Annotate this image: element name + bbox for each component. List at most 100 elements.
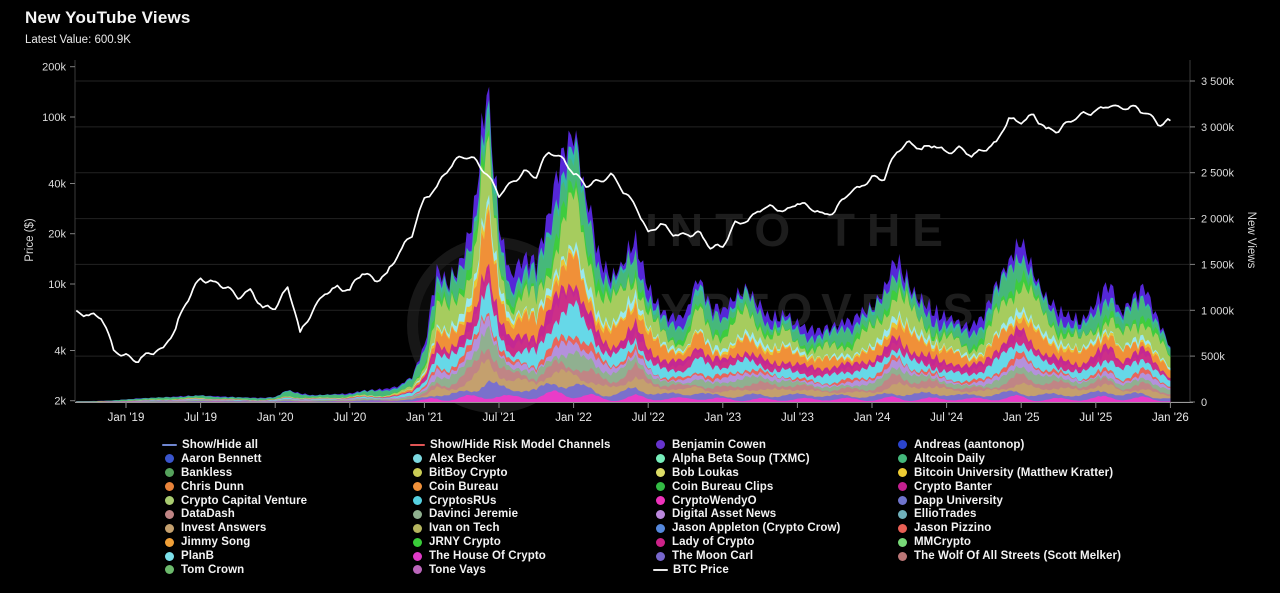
- legend-item-digital-asset-news[interactable]: Digital Asset News: [656, 507, 840, 521]
- legend-column-2: Show/Hide Risk Model Channels Alex Becker…: [410, 438, 611, 577]
- legend-item-bob-loukas[interactable]: Bob Loukas: [656, 466, 840, 480]
- views-tick-label: 1 000k: [1201, 305, 1235, 317]
- legend-item-label: JRNY Crypto: [429, 536, 501, 549]
- legend-item-label: Davinci Jeremie: [429, 508, 519, 521]
- stack-layer: [76, 390, 1171, 402]
- x-tick-label: Jul '23: [781, 412, 814, 424]
- legend-item-label: Coin Bureau: [429, 480, 499, 493]
- legend-item-mmcrypto[interactable]: MMCrypto: [898, 535, 1121, 549]
- altcoin-daily-dot-marker: [898, 454, 907, 464]
- crypto-capital-venture-dot-marker: [165, 496, 174, 505]
- legend-item-crypto-capital-venture[interactable]: Crypto Capital Venture: [165, 494, 307, 508]
- views-tick-label: 3 500k: [1201, 76, 1235, 88]
- legend-item-dapp-university[interactable]: Dapp University: [898, 494, 1121, 508]
- legend-item-label: The Wolf Of All Streets (Scott Melker): [914, 550, 1121, 563]
- show-hide-all-line-marker: [162, 443, 177, 447]
- legend-item-jimmy-song[interactable]: Jimmy Song: [165, 535, 307, 549]
- legend-column-3: Benjamin Cowen Alpha Beta Soup (TXMC) Bob …: [653, 438, 840, 577]
- legend-item-alex-becker[interactable]: Alex Becker: [413, 452, 611, 466]
- legend-item-the-wolf-of-all-streets-scott-melker[interactable]: The Wolf Of All Streets (Scott Melker): [898, 549, 1121, 563]
- x-tick-label: Jul '25: [1079, 412, 1112, 424]
- planb-dot-marker: [165, 551, 174, 561]
- legend-item-invest-answers[interactable]: Invest Answers: [165, 521, 307, 535]
- x-tick-label: Jul '22: [632, 412, 665, 424]
- show-hide-risk-model-channels-line-marker: [410, 443, 425, 447]
- legend-item-label: Jason Pizzino: [914, 522, 992, 535]
- legend-item-planb[interactable]: PlanB: [165, 549, 307, 563]
- the-moon-carl-dot-marker: [656, 551, 665, 561]
- benjamin-cowen-dot-marker: [656, 440, 665, 450]
- legend-item-crypto-banter[interactable]: Crypto Banter: [898, 480, 1121, 494]
- legend-item-the-moon-carl[interactable]: The Moon Carl: [656, 549, 840, 563]
- legend-item-label: Invest Answers: [181, 522, 267, 535]
- legend-item-show-hide-risk-model-channels[interactable]: Show/Hide Risk Model Channels: [410, 438, 611, 452]
- legend-item-bankless[interactable]: Bankless: [165, 466, 307, 480]
- legend-item-label: The House Of Crypto: [429, 550, 546, 563]
- legend-item-cryptosrus[interactable]: CryptosRUs: [413, 494, 611, 508]
- legend-item-label: CryptoWendyO: [672, 494, 757, 507]
- price-tick-label: 20k: [48, 229, 66, 241]
- legend-item-label: Bob Loukas: [672, 466, 739, 479]
- legend-item-tone-vays[interactable]: Tone Vays: [413, 563, 611, 577]
- the-house-of-crypto-dot-marker: [413, 551, 422, 561]
- x-tick-label: Jan '25: [1003, 412, 1040, 424]
- legend-item-aaron-bennett[interactable]: Aaron Bennett: [165, 452, 307, 466]
- bankless-dot-marker: [165, 468, 174, 478]
- watermark-line1: INTO THE: [645, 204, 955, 256]
- alex-becker-dot-marker: [413, 454, 422, 464]
- andreas-aantonop-dot-marker: [898, 440, 907, 450]
- legend-item-bitboy-crypto[interactable]: BitBoy Crypto: [413, 466, 611, 480]
- legend-item-bitcoin-university-matthew-kratter[interactable]: Bitcoin University (Matthew Kratter): [898, 466, 1121, 480]
- latest-value-label: Latest Value: 600.9K: [25, 34, 131, 46]
- legend-item-jason-appleton-crypto-crow[interactable]: Jason Appleton (Crypto Crow): [656, 521, 840, 535]
- stacked-area-series: [76, 86, 1171, 402]
- price-tick-label: 200k: [42, 62, 66, 74]
- legend-item-alpha-beta-soup-txmc[interactable]: Alpha Beta Soup (TXMC): [656, 452, 840, 466]
- chris-dunn-dot-marker: [165, 482, 174, 492]
- lady-of-crypto-dot-marker: [656, 537, 665, 547]
- legend-item-lady-of-crypto[interactable]: Lady of Crypto: [656, 535, 840, 549]
- cryptowendyo-dot-marker: [656, 496, 665, 505]
- legend-item-coin-bureau[interactable]: Coin Bureau: [413, 480, 611, 494]
- legend-item-davinci-jeremie[interactable]: Davinci Jeremie: [413, 507, 611, 521]
- legend-item-label: PlanB: [181, 550, 215, 563]
- legend-item-label: Tone Vays: [429, 563, 486, 576]
- legend-item-jason-pizzino[interactable]: Jason Pizzino: [898, 521, 1121, 535]
- legend-item-label: Lady of Crypto: [672, 536, 755, 549]
- views-tick-label: 3 000k: [1201, 122, 1235, 134]
- legend-item-datadash[interactable]: DataDash: [165, 507, 307, 521]
- legend-item-altcoin-daily[interactable]: Altcoin Daily: [898, 452, 1121, 466]
- cryptosrus-dot-marker: [413, 496, 422, 505]
- legend-item-elliotrades[interactable]: EllioTrades: [898, 507, 1121, 521]
- bitcoin-university-matthew-kratter-dot-marker: [898, 468, 907, 478]
- tom-crown-dot-marker: [165, 565, 174, 575]
- legend-item-tom-crown[interactable]: Tom Crown: [165, 563, 307, 577]
- legend-item-label: Show/Hide all: [182, 438, 259, 451]
- btc-price-line-marker: [653, 568, 668, 572]
- legend-item-benjamin-cowen[interactable]: Benjamin Cowen: [656, 438, 840, 452]
- legend-item-chris-dunn[interactable]: Chris Dunn: [165, 480, 307, 494]
- alpha-beta-soup-txmc-dot-marker: [656, 454, 665, 464]
- legend-item-label: BTC Price: [673, 563, 729, 576]
- legend-item-the-house-of-crypto[interactable]: The House Of Crypto: [413, 549, 611, 563]
- price-tick-label: 4k: [54, 346, 66, 358]
- legend-item-show-hide-all[interactable]: Show/Hide all: [162, 438, 307, 452]
- jason-appleton-crypto-crow-dot-marker: [656, 523, 665, 533]
- legend-item-btc-price[interactable]: BTC Price: [653, 563, 840, 577]
- x-tick-label: Jan '20: [257, 412, 294, 424]
- legend-item-coin-bureau-clips[interactable]: Coin Bureau Clips: [656, 480, 840, 494]
- legend-item-label: Crypto Banter: [914, 480, 992, 493]
- btc-price-line: [75, 104, 1171, 363]
- legend-item-label: Coin Bureau Clips: [672, 480, 774, 493]
- views-tick-label: 0: [1201, 397, 1207, 409]
- legend-item-ivan-on-tech[interactable]: Ivan on Tech: [413, 521, 611, 535]
- legend-item-cryptowendyo[interactable]: CryptoWendyO: [656, 494, 840, 508]
- legend-item-jrny-crypto[interactable]: JRNY Crypto: [413, 535, 611, 549]
- elliotrades-dot-marker: [898, 509, 907, 519]
- x-tick-label: Jan '22: [555, 412, 592, 424]
- x-tick-label: Jul '20: [333, 412, 366, 424]
- legend-item-andreas-aantonop[interactable]: Andreas (aantonop): [898, 438, 1121, 452]
- x-tick-label: Jan '26: [1152, 412, 1189, 424]
- legend-item-label: CryptosRUs: [429, 494, 497, 507]
